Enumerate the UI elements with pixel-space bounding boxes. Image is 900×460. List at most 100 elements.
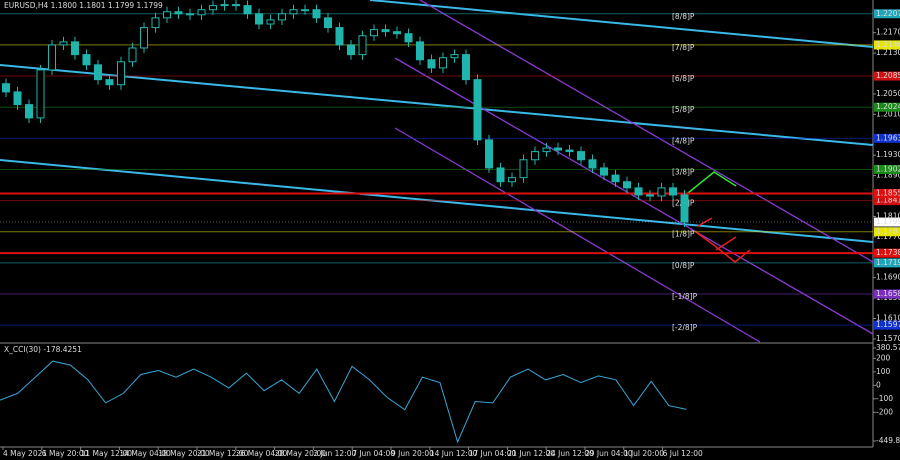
candle-body (335, 27, 344, 46)
y-tick-label: 1.1890 (876, 171, 900, 180)
candle-body (255, 13, 263, 25)
candle-body (508, 177, 516, 183)
candle-body (59, 41, 68, 46)
level-price: 1.1841 (876, 196, 900, 205)
candle-body (105, 79, 114, 86)
candle-body (186, 13, 194, 16)
level-price: 1.178 (876, 227, 898, 236)
y-tick-label: 1.1610 (876, 314, 900, 323)
candle-body (197, 9, 206, 16)
candle-body (347, 44, 355, 56)
level-price: 1.2146 (876, 40, 900, 49)
candle-body (174, 11, 183, 15)
forecast-down (715, 236, 737, 251)
chart-title: EURUSD,H4 1.1800 1.1801 1.1799 1.1799 (4, 1, 163, 10)
candle-body (450, 54, 459, 59)
candle-body (232, 4, 240, 7)
level-price-box (874, 102, 900, 112)
x-tick-label: 17 Jun 04:00 (469, 449, 517, 458)
candle-body (634, 187, 643, 196)
candle-body (209, 5, 217, 11)
y-tick-label: 1.1690 (876, 273, 900, 282)
candle-body (117, 61, 125, 86)
x-tick-label: 11 May 12:00 (81, 449, 133, 458)
candle-body (393, 31, 401, 35)
x-tick-label: 9 Jun 20:00 (391, 449, 434, 458)
indicator-tick-label: -449.8511 (876, 436, 900, 445)
candle-body (565, 149, 574, 153)
candle-body (542, 147, 551, 153)
red-price: 1.1855 (876, 188, 900, 197)
candle-body (519, 159, 528, 179)
x-tick-label: 6 Jul 12:00 (663, 449, 703, 458)
candle-body (266, 19, 275, 25)
x-tick-label: 14 Jun 12:00 (430, 449, 478, 458)
level-price-box (874, 9, 900, 19)
candle-body (358, 35, 367, 56)
candle-body (496, 167, 505, 183)
candle-body (416, 41, 424, 61)
y-tick-label: 1.1810 (876, 211, 900, 220)
candle-body (646, 194, 654, 197)
y-tick-label: 1.1770 (876, 232, 900, 241)
candle-body (324, 17, 332, 29)
level-price: 1.2024 (876, 102, 900, 111)
candle-body (2, 83, 10, 93)
candle-body (25, 104, 33, 119)
y-tick-label: 1.1930 (876, 150, 900, 159)
candle-body (404, 33, 413, 43)
candle-body (243, 5, 252, 15)
level-price-box (874, 164, 900, 174)
candle-body (588, 159, 597, 169)
level-price-box (874, 320, 900, 330)
x-tick-label: 14 May 04:00 (119, 449, 171, 458)
level-price-box (874, 227, 900, 237)
channel-line (419, 0, 874, 263)
level-price: 1.1902 (876, 164, 900, 173)
candle-body (531, 151, 539, 161)
candle-body (278, 13, 286, 21)
candle-body (94, 64, 102, 81)
candle-body (312, 9, 321, 19)
y-tick-label: 1.2010 (876, 109, 900, 118)
candle-body (611, 174, 620, 183)
candle-body (623, 181, 631, 189)
candle-body (163, 11, 171, 19)
level-price: 1.1719 (876, 258, 900, 267)
level-price-box (874, 40, 900, 50)
level-label: [7/8]P (672, 43, 695, 52)
candle-body (462, 54, 470, 81)
candle-body (151, 17, 160, 29)
level-label: [1/8]P (672, 230, 695, 239)
indicator-label: X_CCI(30) -178.4251 (4, 345, 82, 354)
indicator-tick-label: 200 (876, 353, 891, 362)
candle-body (289, 9, 298, 15)
level-price-box (874, 133, 900, 143)
level-label: [0/8]P (672, 261, 695, 270)
level-label: [5/8]P (672, 105, 695, 114)
x-tick-label: 21 May 12:00 (197, 449, 249, 458)
candle-body (140, 27, 148, 49)
candle-body (381, 29, 390, 33)
candle-body (220, 4, 229, 7)
candle-body (82, 54, 91, 66)
candle-body (554, 147, 562, 151)
level-label: [4/8]P (672, 136, 695, 145)
red-price-box (874, 188, 900, 198)
candle-body (427, 59, 436, 69)
indicator-tick-label: 100 (876, 367, 891, 376)
y-tick-label: 1.2050 (876, 89, 900, 98)
candle-body (680, 194, 689, 223)
trend-line (0, 64, 874, 146)
level-label: [3/8]P (672, 167, 695, 176)
level-label: [-2/8]P (672, 323, 698, 332)
candle-body (128, 47, 137, 63)
candle-body (13, 91, 22, 106)
candle-body (600, 167, 608, 176)
x-tick-label: 18 May 20:00 (158, 449, 210, 458)
x-tick-label: 26 May 04:00 (236, 449, 288, 458)
x-tick-label: 1 Jul 20:00 (624, 449, 664, 458)
